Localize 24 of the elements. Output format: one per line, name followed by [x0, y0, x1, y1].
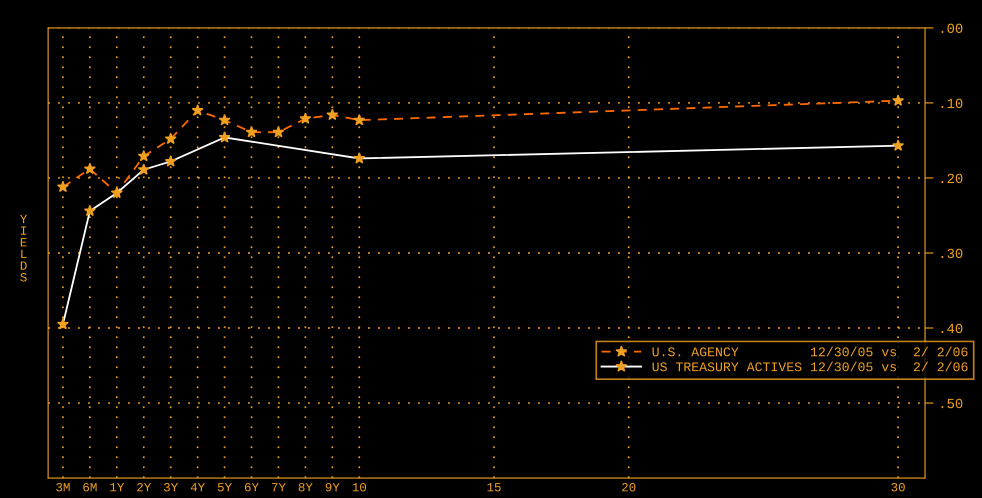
x-tick-label: 3M	[56, 482, 70, 492]
y-tick-label: .30	[942, 248, 962, 258]
x-tick-label: 15	[487, 483, 501, 492]
x-tick-label: 9Y	[326, 482, 340, 492]
x-tick-label: 3Y	[164, 482, 178, 492]
x-tick-label: 6M	[83, 482, 97, 492]
legend-label: U.S. AGENCY 12/30/05 vs 2/ 2/06	[652, 346, 968, 356]
y-tick-label: .40	[942, 324, 962, 334]
y-axis-title: YIELDS	[20, 214, 28, 282]
x-tick-label: 6Y	[244, 482, 259, 492]
x-tick-label: 4Y	[190, 483, 205, 492]
x-tick-label: 7Y	[272, 483, 286, 492]
y-tick-label: .10	[942, 98, 962, 108]
y-tick-label: .50	[942, 398, 962, 408]
x-tick-label: 5Y	[218, 483, 232, 492]
y-tick-label: .00	[942, 24, 962, 34]
y-tick-label: .20	[942, 174, 962, 184]
x-tick-label: 1Y	[110, 483, 124, 492]
x-tick-label: 8Y	[298, 482, 313, 492]
x-tick-label: 20	[622, 482, 636, 492]
x-tick-label: 10	[352, 482, 366, 492]
legend-label: US TREASURY ACTIVES 12/30/05 vs 2/ 2/06	[652, 362, 968, 372]
x-tick-label: 30	[891, 482, 905, 492]
x-tick-label: 2Y	[137, 482, 152, 492]
